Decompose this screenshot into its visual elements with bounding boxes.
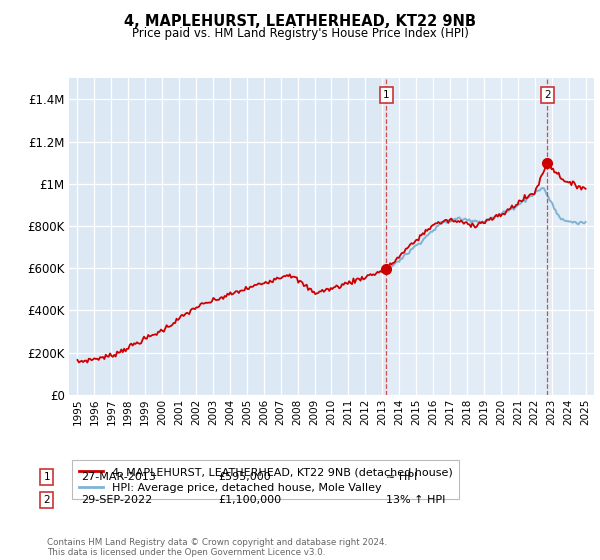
- Text: £595,000: £595,000: [218, 472, 271, 482]
- Text: 2: 2: [43, 495, 50, 505]
- Text: 1: 1: [43, 472, 50, 482]
- Text: Price paid vs. HM Land Registry's House Price Index (HPI): Price paid vs. HM Land Registry's House …: [131, 27, 469, 40]
- Text: 4, MAPLEHURST, LEATHERHEAD, KT22 9NB: 4, MAPLEHURST, LEATHERHEAD, KT22 9NB: [124, 14, 476, 29]
- Text: £1,100,000: £1,100,000: [218, 495, 281, 505]
- Legend: 4, MAPLEHURST, LEATHERHEAD, KT22 9NB (detached house), HPI: Average price, detac: 4, MAPLEHURST, LEATHERHEAD, KT22 9NB (de…: [72, 460, 460, 500]
- Text: 2: 2: [544, 90, 551, 100]
- Text: ≈ HPI: ≈ HPI: [386, 472, 417, 482]
- Text: 27-MAR-2013: 27-MAR-2013: [82, 472, 157, 482]
- Text: 1: 1: [383, 90, 389, 100]
- Text: 13% ↑ HPI: 13% ↑ HPI: [386, 495, 445, 505]
- Text: Contains HM Land Registry data © Crown copyright and database right 2024.
This d: Contains HM Land Registry data © Crown c…: [47, 538, 387, 557]
- Bar: [386, 78, 594, 395]
- Text: 29-SEP-2022: 29-SEP-2022: [82, 495, 153, 505]
